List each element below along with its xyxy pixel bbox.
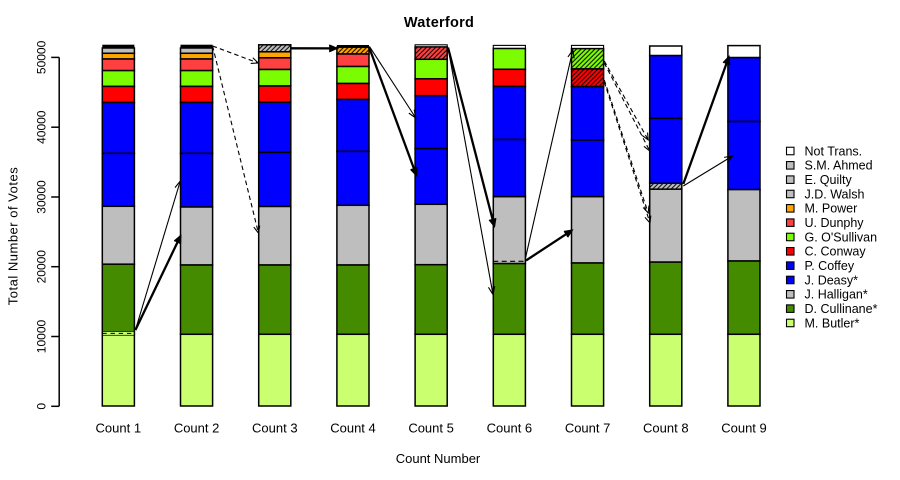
svg-text:D. Cullinane*: D. Cullinane* [805, 302, 878, 316]
svg-text:M. Power: M. Power [805, 202, 858, 216]
svg-text:J. Halligan*: J. Halligan* [805, 288, 868, 302]
svg-text:Count 9: Count 9 [721, 421, 767, 436]
svg-text:Not Trans.: Not Trans. [805, 144, 863, 158]
svg-text:Count 3: Count 3 [252, 421, 298, 436]
svg-text:Count 1: Count 1 [96, 421, 142, 436]
svg-text:Count 2: Count 2 [174, 421, 220, 436]
svg-text:J. Deasy*: J. Deasy* [805, 273, 859, 287]
svg-text:J.D. Walsh: J.D. Walsh [805, 187, 865, 201]
svg-text:C. Conway: C. Conway [805, 245, 867, 259]
svg-text:0: 0 [35, 403, 49, 410]
svg-text:Count 5: Count 5 [408, 421, 454, 436]
svg-text:E. Quilty: E. Quilty [805, 173, 853, 187]
svg-text:Count Number: Count Number [396, 451, 481, 466]
svg-text:Count 7: Count 7 [565, 421, 611, 436]
svg-text:30000: 30000 [35, 180, 49, 214]
svg-text:Waterford: Waterford [404, 15, 474, 31]
svg-text:20000: 20000 [35, 250, 49, 284]
svg-text:10000: 10000 [35, 319, 49, 353]
svg-text:P. Coffey: P. Coffey [805, 259, 855, 273]
svg-text:Count 8: Count 8 [643, 421, 689, 436]
svg-text:S.M. Ahmed: S.M. Ahmed [805, 159, 873, 173]
svg-text:U. Dunphy: U. Dunphy [805, 216, 865, 230]
svg-text:Count 4: Count 4 [330, 421, 376, 436]
svg-text:M. Butler*: M. Butler* [805, 316, 860, 330]
svg-text:Total Number of Votes: Total Number of Votes [6, 167, 21, 305]
svg-text:50000: 50000 [35, 40, 49, 74]
svg-text:G. O'Sullivan: G. O'Sullivan [805, 230, 878, 244]
svg-text:40000: 40000 [35, 110, 49, 144]
svg-text:Count 6: Count 6 [487, 421, 533, 436]
